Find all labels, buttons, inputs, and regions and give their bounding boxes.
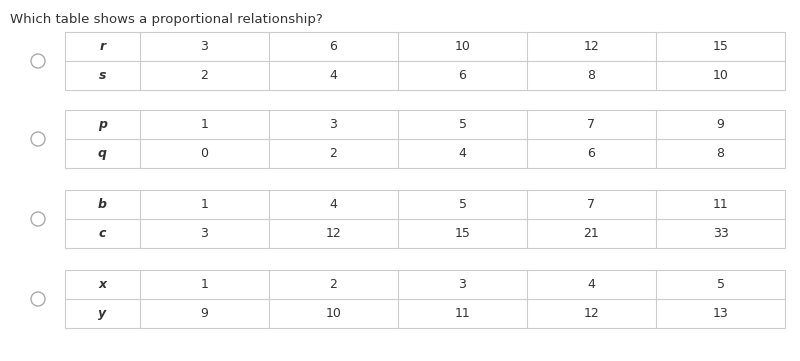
Text: b: b [98, 198, 107, 211]
Text: 4: 4 [458, 147, 466, 160]
Text: 10: 10 [454, 40, 470, 53]
Text: 4: 4 [330, 198, 338, 211]
Text: p: p [98, 118, 107, 131]
Text: 2: 2 [330, 147, 338, 160]
Text: 4: 4 [330, 69, 338, 82]
Text: c: c [99, 227, 106, 240]
Text: 11: 11 [713, 198, 728, 211]
Bar [65, 110, 785, 168]
Text: 1: 1 [201, 118, 209, 131]
Text: 5: 5 [458, 198, 466, 211]
Text: q: q [98, 147, 107, 160]
Text: 2: 2 [201, 69, 209, 82]
Text: 0: 0 [201, 147, 209, 160]
Text: 3: 3 [330, 118, 338, 131]
Text: 9: 9 [201, 307, 209, 320]
Text: 4: 4 [587, 278, 595, 291]
Text: r: r [99, 40, 106, 53]
Text: 1: 1 [201, 198, 209, 211]
Text: 5: 5 [717, 278, 725, 291]
Text: 33: 33 [713, 227, 728, 240]
Text: 9: 9 [717, 118, 725, 131]
Text: 12: 12 [326, 227, 342, 240]
Text: 12: 12 [584, 307, 599, 320]
Text: 2: 2 [330, 278, 338, 291]
Bar [65, 32, 785, 90]
Text: 6: 6 [587, 147, 595, 160]
Text: 5: 5 [458, 118, 466, 131]
Text: 3: 3 [201, 227, 209, 240]
Text: 10: 10 [713, 69, 729, 82]
Text: 13: 13 [713, 307, 728, 320]
Text: 12: 12 [584, 40, 599, 53]
Text: 7: 7 [587, 198, 595, 211]
Text: 15: 15 [454, 227, 470, 240]
Text: 3: 3 [201, 40, 209, 53]
Text: x: x [98, 278, 106, 291]
Text: 21: 21 [584, 227, 599, 240]
Text: 8: 8 [587, 69, 595, 82]
Text: Which table shows a proportional relationship?: Which table shows a proportional relatio… [10, 13, 322, 26]
Text: 3: 3 [458, 278, 466, 291]
Bar [65, 190, 785, 248]
Text: 7: 7 [587, 118, 595, 131]
Text: 15: 15 [713, 40, 729, 53]
Text: s: s [98, 69, 106, 82]
Text: 6: 6 [330, 40, 338, 53]
Text: 6: 6 [458, 69, 466, 82]
Text: y: y [98, 307, 106, 320]
Text: 11: 11 [454, 307, 470, 320]
Text: 1: 1 [201, 278, 209, 291]
Bar [65, 270, 785, 328]
Text: 8: 8 [717, 147, 725, 160]
Text: 10: 10 [326, 307, 342, 320]
